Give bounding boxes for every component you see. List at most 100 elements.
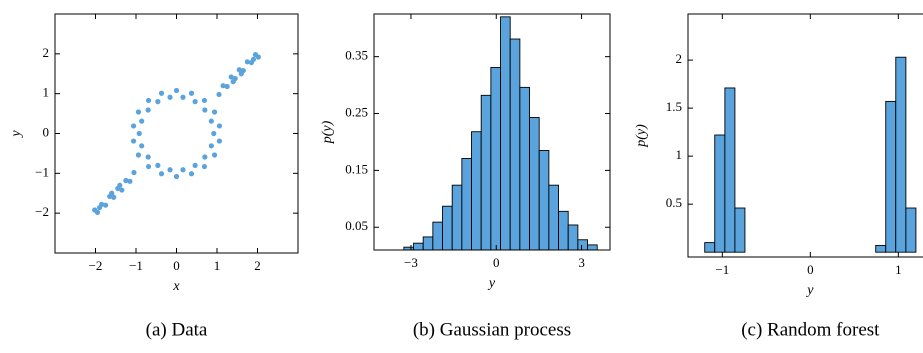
scatter-point xyxy=(117,182,123,188)
caption: (a) Data xyxy=(146,319,208,340)
histogram-bar xyxy=(509,38,521,251)
scatter-point xyxy=(255,54,261,60)
scatter-point xyxy=(173,87,180,94)
x-tick-label: 3 xyxy=(578,255,585,270)
histogram-bar xyxy=(558,210,569,251)
scatter-point xyxy=(180,167,186,173)
x-tick-label: 0 xyxy=(173,258,180,273)
x-tick-label: 0 xyxy=(807,262,814,277)
y-tick-label: 2 xyxy=(43,45,50,60)
y-tick-label: 0.05 xyxy=(345,218,368,233)
scatter-point xyxy=(224,83,230,90)
scatter-point xyxy=(130,123,137,129)
x-axis-label: x xyxy=(172,279,180,294)
scatter-point xyxy=(167,94,173,100)
y-tick-label: 1 xyxy=(43,85,50,100)
y-tick-label: −1 xyxy=(35,164,49,179)
scatter-point xyxy=(230,79,236,85)
x-tick-label: 1 xyxy=(214,258,221,273)
y-tick-label: 1 xyxy=(676,147,683,162)
scatter-point xyxy=(123,177,129,184)
axes-frame xyxy=(687,13,923,258)
scatter-point xyxy=(211,109,218,115)
scatter-point xyxy=(202,154,208,160)
histogram-bar xyxy=(442,205,453,251)
scatter-point xyxy=(92,207,98,213)
caption: (c) Random forest xyxy=(741,319,880,340)
y-tick-label: 0.5 xyxy=(666,195,682,210)
scatter-point xyxy=(96,204,103,211)
histogram-bar xyxy=(461,157,472,251)
scatter-point xyxy=(136,130,142,137)
histogram-bar xyxy=(413,242,424,251)
scatter-point xyxy=(192,162,198,168)
y-tick-label: 0 xyxy=(43,124,50,139)
scatter-point xyxy=(155,99,161,105)
scatter-point xyxy=(188,90,195,96)
scatter-point xyxy=(208,143,214,149)
histogram-bar xyxy=(875,245,887,253)
x-tick-label: −1 xyxy=(129,258,143,273)
histogram-bar xyxy=(451,184,463,251)
y-tick-label: 2 xyxy=(676,51,683,66)
histogram-bar xyxy=(577,239,588,251)
y-axis-label: p(y) xyxy=(634,124,649,148)
histogram-bar xyxy=(471,131,482,251)
scatter-point xyxy=(173,173,180,180)
histogram-bar xyxy=(538,150,550,251)
y-tick-label: 0.25 xyxy=(345,105,368,120)
scatter-point xyxy=(111,194,117,200)
scatter-point xyxy=(145,163,152,170)
scatter-point xyxy=(158,90,165,96)
histogram-bar xyxy=(714,134,726,253)
scatter-point xyxy=(216,91,222,98)
scatter-point xyxy=(139,118,145,124)
scatter-point xyxy=(131,169,137,176)
caption: (b) Gaussian process xyxy=(413,319,571,340)
scatter-point xyxy=(180,94,186,100)
scatter-point xyxy=(216,138,223,144)
histogram-bar xyxy=(587,244,598,251)
scatter-point xyxy=(158,171,165,177)
scatter-point xyxy=(250,56,257,63)
scatter-point xyxy=(155,162,161,168)
x-tick-label: −2 xyxy=(89,258,103,273)
histogram-bar xyxy=(885,100,897,253)
x-tick-label: 1 xyxy=(895,262,902,277)
x-tick-label: 0 xyxy=(493,255,500,270)
scatter-point xyxy=(211,152,218,158)
histogram-bar xyxy=(734,207,746,253)
axes-frame xyxy=(54,13,299,254)
scatter-point xyxy=(119,187,125,193)
scatter-point xyxy=(127,178,133,184)
scatter-point xyxy=(201,163,208,170)
scatter-point xyxy=(130,138,137,144)
histogram-bar xyxy=(724,87,736,253)
scatter-point xyxy=(228,74,234,80)
scatter-point xyxy=(139,143,145,149)
histogram-bar xyxy=(905,207,917,253)
y-axis-label: p(y) xyxy=(320,120,335,144)
scatter-point xyxy=(211,130,217,137)
y-tick-label: 1.5 xyxy=(666,99,682,114)
histogram-bar xyxy=(432,221,443,251)
scatter-point xyxy=(145,97,152,104)
histogram-bar xyxy=(519,86,530,251)
histogram-bar xyxy=(529,117,540,251)
scatter-point xyxy=(238,71,244,77)
histogram-bar xyxy=(490,67,501,251)
x-axis-label: y xyxy=(487,276,496,291)
scatter-point xyxy=(135,109,142,115)
scatter-point xyxy=(236,67,242,73)
y-tick-label: −2 xyxy=(35,204,49,219)
y-tick-label: 0.15 xyxy=(345,161,368,176)
scatter-point xyxy=(216,123,223,129)
scatter-point xyxy=(109,190,115,196)
histogram-bar xyxy=(422,236,434,251)
scatter-point xyxy=(188,171,195,177)
y-axis-label: y xyxy=(9,130,24,139)
scatter-point xyxy=(244,59,250,65)
axes-frame xyxy=(373,13,611,251)
